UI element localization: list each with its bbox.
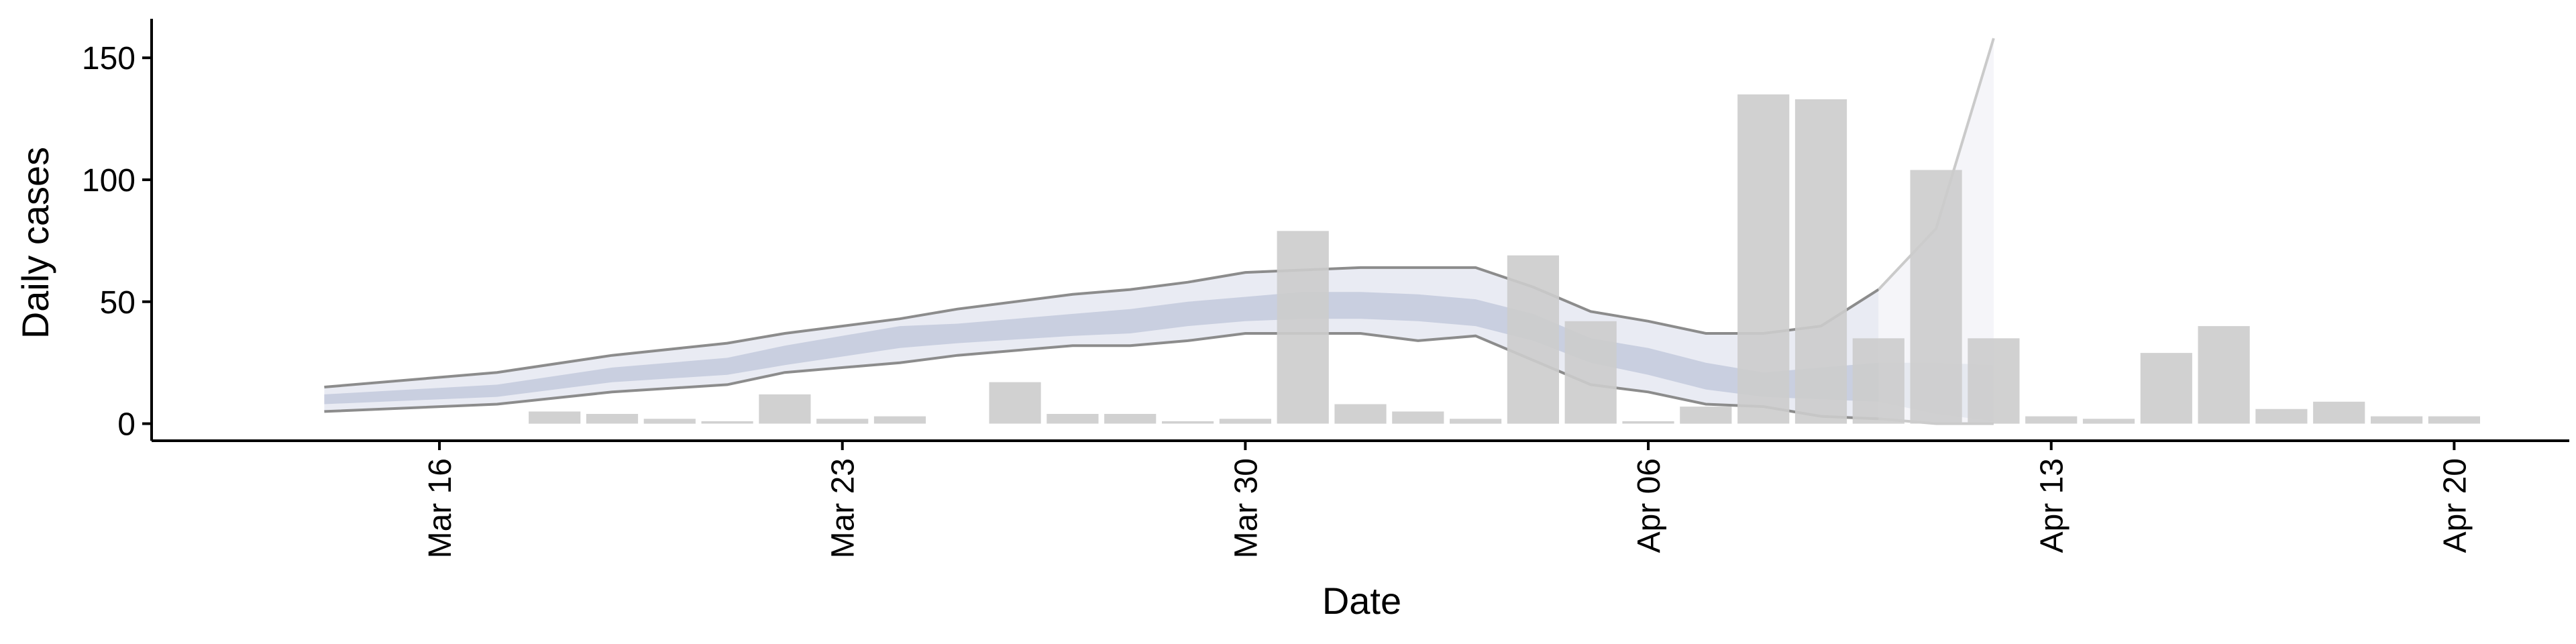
bar — [989, 382, 1041, 424]
x-tick-label: Apr 13 — [2035, 458, 2070, 553]
bar — [2255, 409, 2308, 424]
y-axis-title: Daily cases — [14, 147, 56, 339]
bar — [1794, 99, 1847, 424]
bar — [1622, 421, 1674, 424]
axes: 0 50 100 150 Mar 16 Mar 23 Mar 30 Apr 06 Apr 13 A… — [82, 19, 2569, 558]
bar — [1910, 170, 1962, 424]
y-tick-label: 100 — [82, 163, 136, 199]
bar — [1104, 414, 1157, 424]
band-lower-line — [324, 332, 1879, 421]
bar — [816, 419, 869, 424]
y-tick-label: 150 — [82, 41, 136, 76]
x-tick-label: Mar 16 — [423, 458, 458, 558]
bar — [759, 394, 811, 424]
bar — [2313, 401, 2365, 424]
x-axis-title: Date — [1322, 580, 1401, 622]
uncertainty-band — [324, 38, 1995, 425]
band-upper-line — [324, 266, 1880, 388]
bar — [1162, 421, 1214, 424]
bar — [1564, 321, 1617, 424]
daily-case-bars — [529, 94, 2480, 424]
bar — [586, 414, 639, 424]
bar — [1852, 338, 1904, 424]
bar — [2025, 416, 2078, 424]
x-tick-label: Mar 30 — [1228, 458, 1264, 558]
bar — [1277, 231, 1329, 424]
x-tick-label: Apr 06 — [1631, 458, 1667, 553]
band-inner-area — [324, 292, 1879, 405]
bar — [1450, 419, 1502, 424]
y-tick-label: 50 — [100, 285, 136, 321]
y-tick-label: 0 — [117, 407, 136, 443]
x-tick-label: Apr 20 — [2437, 458, 2473, 553]
bar — [1219, 419, 1271, 424]
bar — [2198, 326, 2250, 424]
bar — [2082, 419, 2135, 424]
bar — [1680, 407, 1732, 424]
bar — [1968, 338, 2020, 424]
bar — [1737, 94, 1790, 424]
bar — [2428, 416, 2480, 424]
bar — [1046, 414, 1099, 424]
bar — [873, 416, 926, 424]
bar — [529, 411, 581, 424]
bar — [701, 421, 753, 424]
band-outer-area — [324, 267, 1879, 419]
bar — [1507, 255, 1559, 424]
bar — [1392, 411, 1444, 424]
bar — [2140, 353, 2192, 424]
bar — [643, 419, 696, 424]
bar — [1334, 404, 1387, 424]
bar — [2371, 416, 2423, 424]
x-tick-label: Mar 23 — [826, 458, 861, 558]
